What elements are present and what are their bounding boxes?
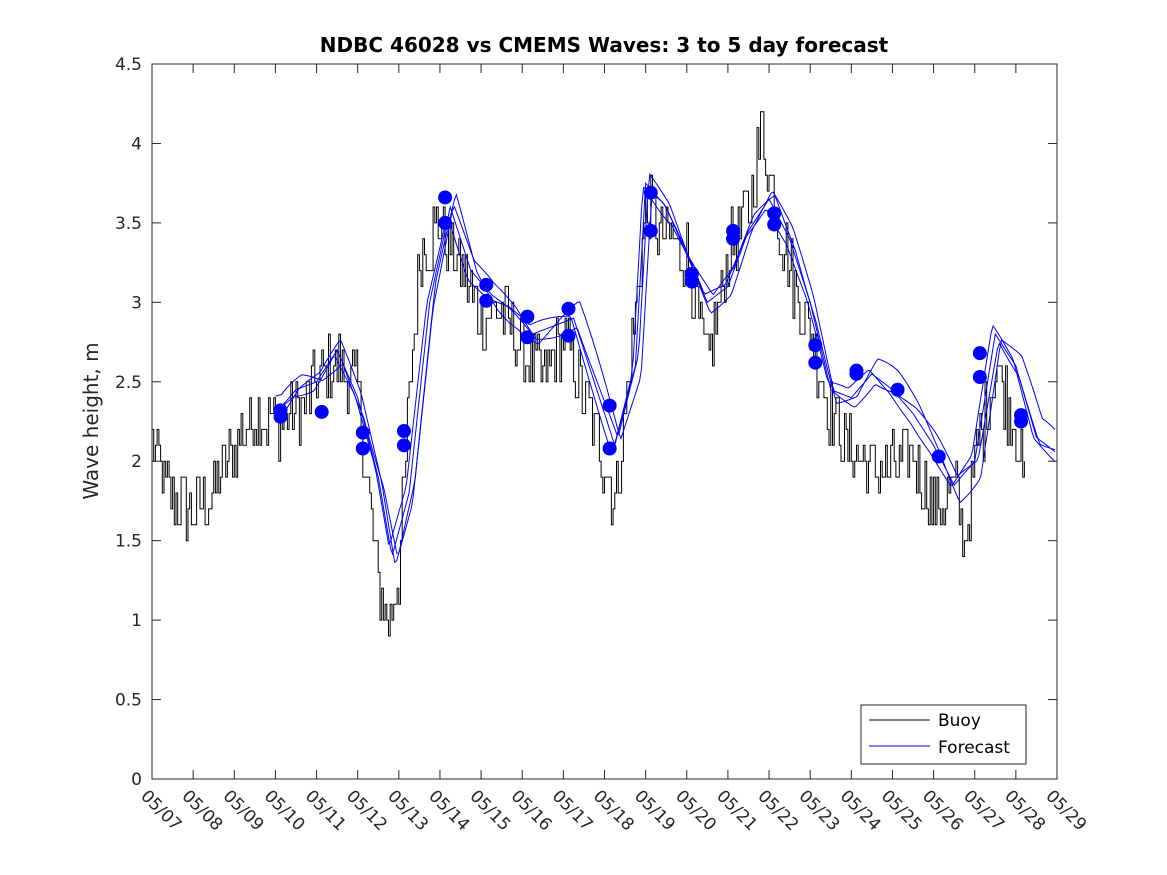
y-tick-label: 4.5 [115,55,142,75]
x-tick-label: 05/28 [1000,786,1049,835]
legend-label-forecast: Forecast [938,738,1010,758]
series-buoy-line [152,111,1025,637]
forecast-marker [438,190,453,205]
x-tick-label: 05/27 [959,786,1008,835]
x-tick-label: 05/25 [877,786,926,835]
legend: Buoy Forecast [860,704,1027,765]
forecast-marker [396,438,411,453]
x-tick-label: 05/11 [301,786,350,835]
x-tick-label: 05/15 [466,786,515,835]
forecast-marker [520,309,535,324]
y-tick-label: 2 [131,452,142,472]
chart-title: NDBC 46028 vs CMEMS Waves: 3 to 5 day fo… [320,33,889,57]
forecast-marker [808,355,823,370]
forecast-marker [972,346,987,361]
x-tick-label: 05/20 [671,786,720,835]
x-tick-label: 05/12 [342,786,391,835]
y-tick-label: 1.5 [115,532,142,552]
y-tick-label: 3.5 [115,214,142,234]
x-tick-label: 05/22 [754,786,803,835]
x-tick-label: 05/07 [136,786,185,835]
y-tick-label: 0 [131,770,142,790]
forecast-marker [479,277,494,292]
y-tick-label: 4 [131,134,142,154]
forecast-marker [726,231,741,246]
forecast-marker [355,425,370,440]
y-axis-label: Wave height, m [79,342,103,499]
x-tick-label: 05/09 [219,786,268,835]
plot-content [152,111,1056,637]
series-forecast-line [275,193,1056,554]
forecast-marker [1014,414,1029,429]
forecast-marker [396,424,411,439]
x-tick-label: 05/13 [383,786,432,835]
x-tick-label: 05/21 [712,786,761,835]
forecast-marker [602,441,617,456]
forecast-marker [643,223,658,238]
y-tick-label: 1 [131,611,142,631]
forecast-marker [767,217,782,232]
x-tick-label: 05/16 [507,786,556,835]
x-tick-label: 05/26 [918,786,967,835]
forecast-marker [438,215,453,230]
forecast-marker [314,404,329,419]
series-forecast-line [275,186,1056,545]
forecast-marker [684,274,699,289]
forecast-marker [602,398,617,413]
legend-box [860,704,1027,765]
x-tick-label: 05/23 [795,786,844,835]
forecast-marker [931,449,946,464]
x-tick-label: 05/10 [260,786,309,835]
forecast-marker [849,366,864,381]
forecast-marker [561,328,576,343]
forecast-marker [808,338,823,353]
x-tick-label: 05/24 [836,786,885,835]
series-forecast-line [275,172,1056,564]
x-tick-label: 05/08 [178,786,227,835]
forecast-marker [479,293,494,308]
legend-label-buoy: Buoy [938,711,981,731]
forecast-marker [355,441,370,456]
x-tick-label: 05/29 [1041,786,1090,835]
forecast-marker [520,330,535,345]
x-tick-label: 05/17 [548,786,597,835]
y-axis: 0 0.5 1 1.5 2 2.5 3 3.5 4 4.5 [115,55,1057,790]
forecast-marker [273,409,288,424]
x-tick-label: 05/18 [589,786,638,835]
forecast-marker [561,301,576,316]
x-tick-label: 05/19 [630,786,679,835]
y-tick-label: 2.5 [115,373,142,393]
forecast-marker [890,382,905,397]
x-tick-label: 05/14 [424,786,473,835]
forecast-marker [972,370,987,385]
y-tick-label: 3 [131,293,142,313]
forecast-marker [643,185,658,200]
y-tick-label: 0.5 [115,691,142,711]
